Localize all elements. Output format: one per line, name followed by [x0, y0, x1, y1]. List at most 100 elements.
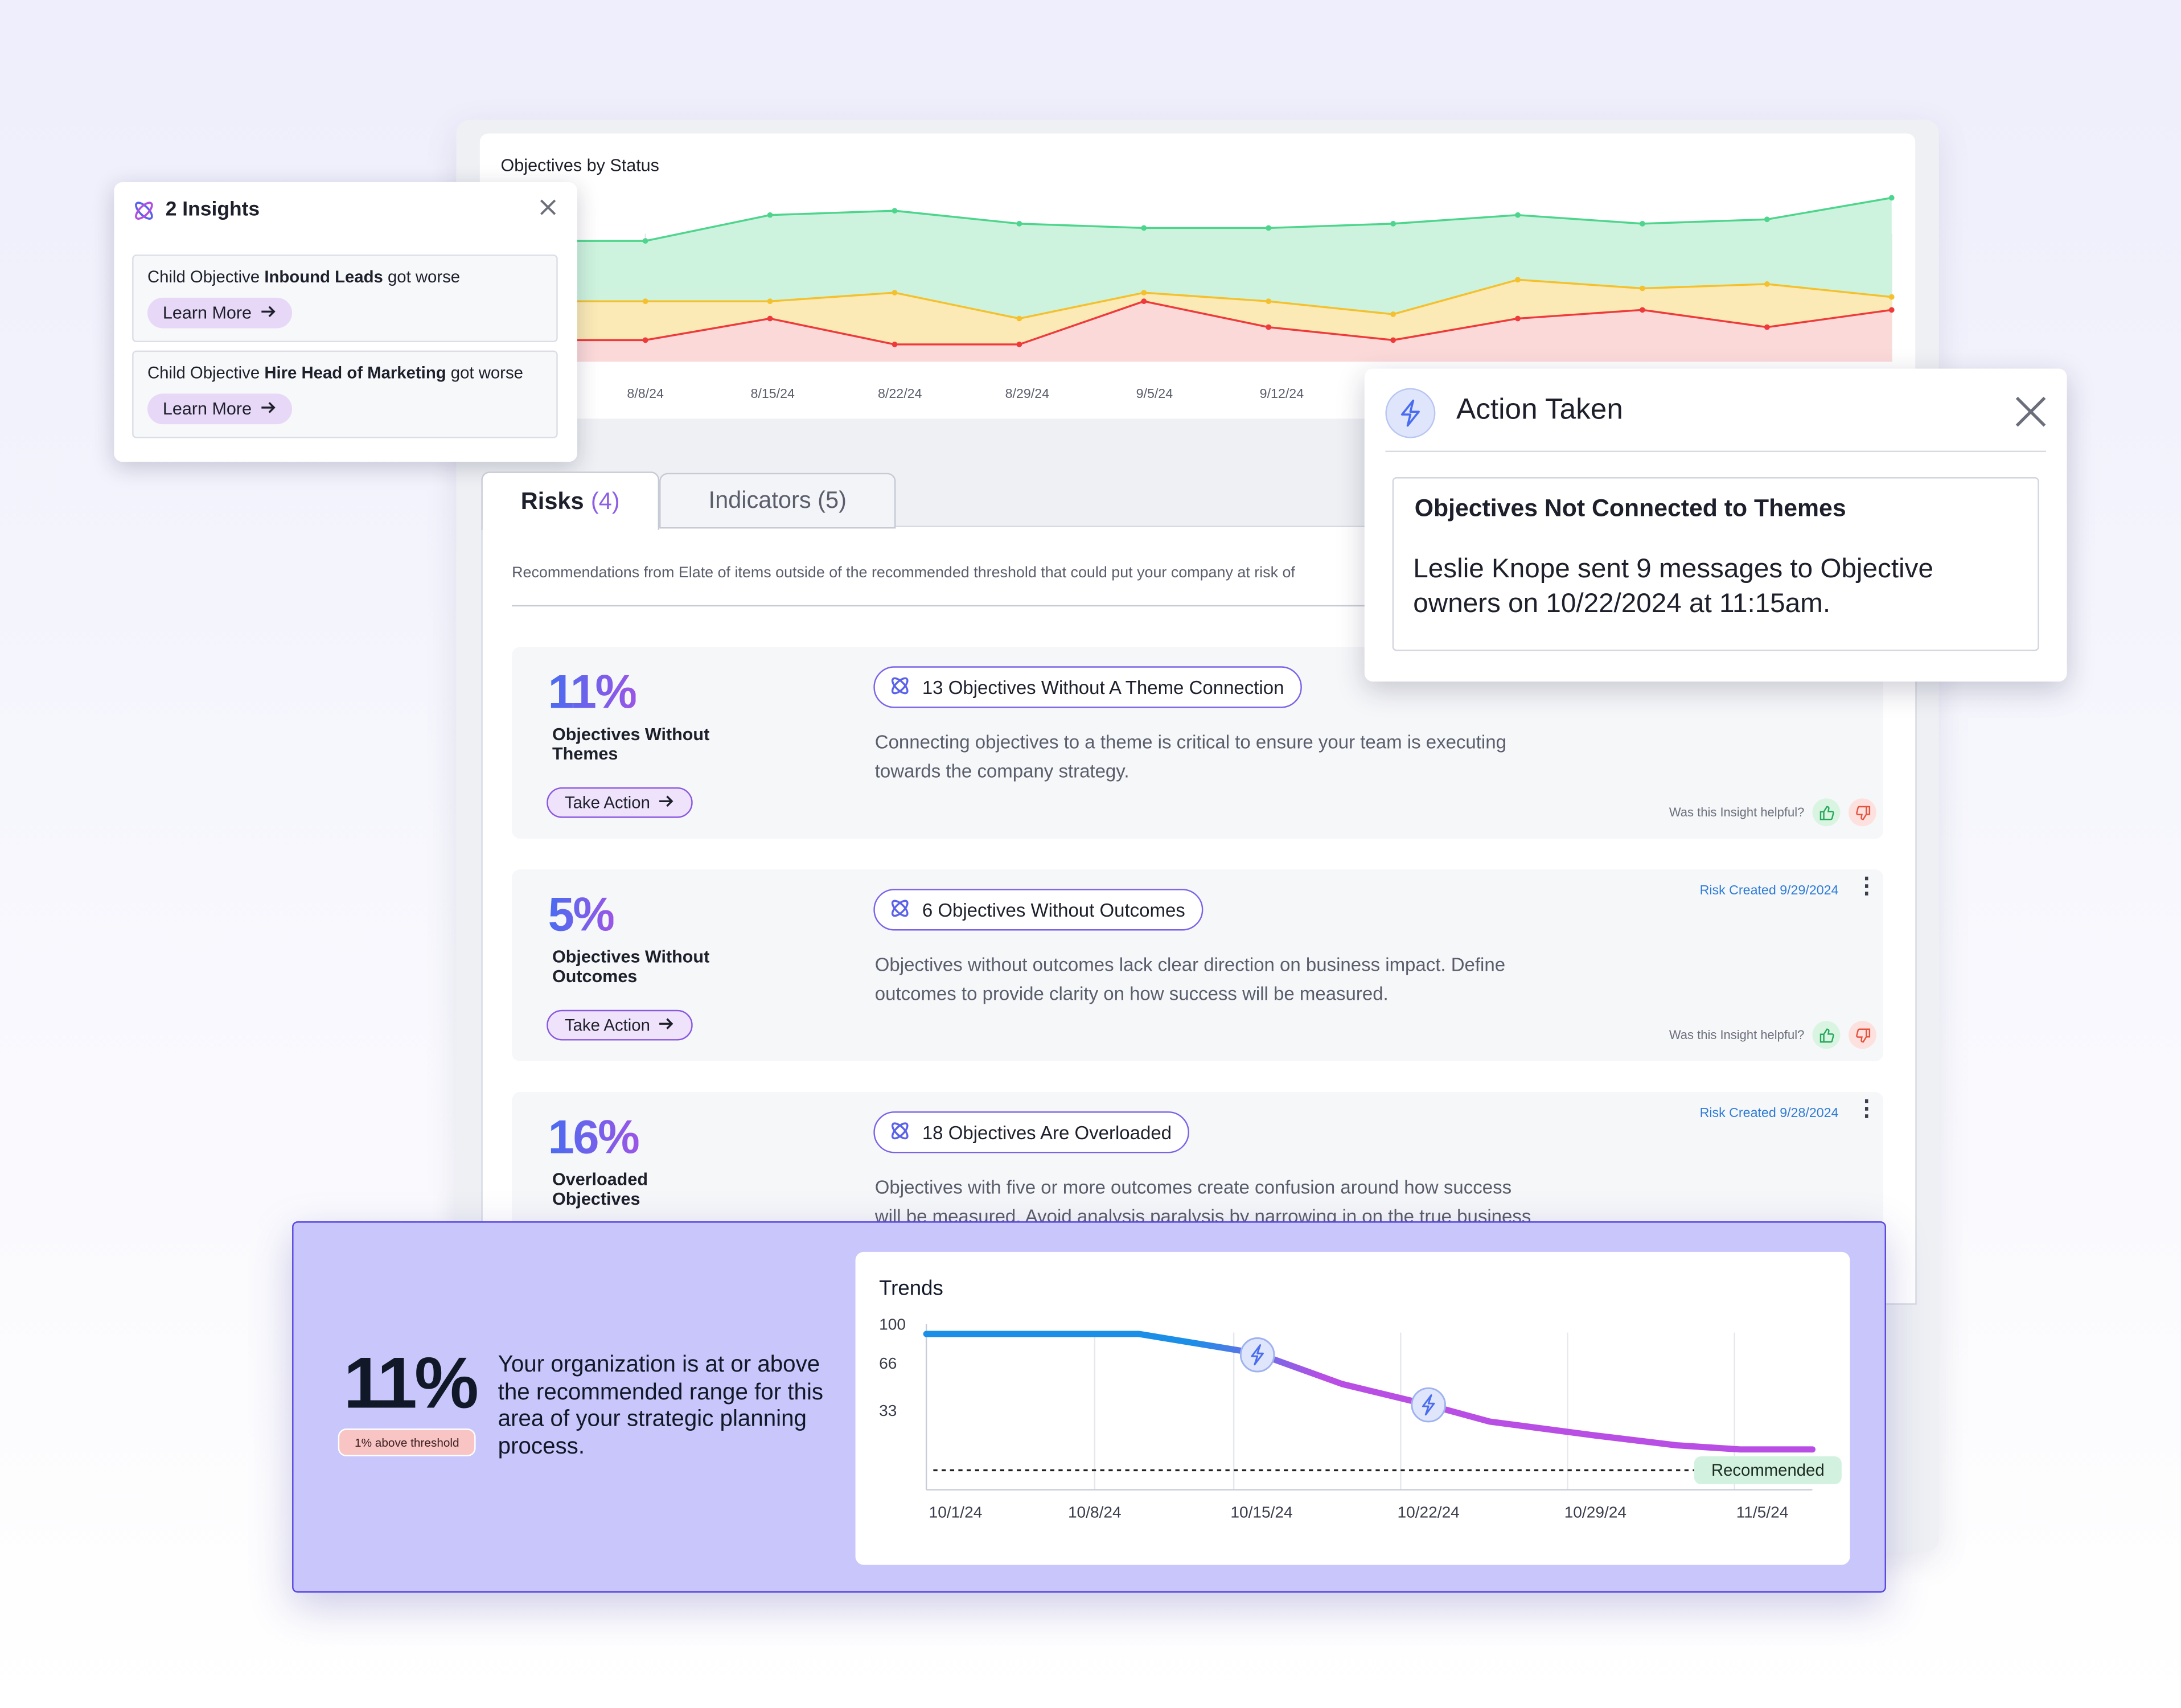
atom-icon — [132, 199, 156, 229]
risks-description: Recommendations from Elate of items outs… — [512, 564, 1295, 582]
x-tick-label: 8/8/24 — [627, 386, 664, 401]
x-tick-label: 10/29/24 — [1564, 1504, 1626, 1521]
data-point — [1515, 212, 1521, 218]
risk-description: Connecting objectives to a theme is crit… — [874, 732, 1506, 781]
tab-indicators[interactable]: Indicators (5) — [659, 473, 896, 529]
thumbs-up-icon[interactable] — [1813, 798, 1841, 827]
arrow-right-icon — [659, 1016, 675, 1035]
insight-item: Child Objective Hire Head of Marketing g… — [132, 350, 558, 438]
trends-title: Trends — [879, 1276, 943, 1301]
x-tick-label: 8/22/24 — [878, 386, 922, 401]
insight-prefix: Child Objective — [147, 363, 265, 383]
risk-label: Objectives Without Outcomes — [552, 947, 710, 987]
x-tick-label: 8/29/24 — [1005, 386, 1050, 401]
trends-card: Trends 100 66 33 10/1/24 10/8/24 10/15/24 10/2… — [855, 1251, 1850, 1565]
lightning-icon — [1385, 388, 1436, 438]
data-point — [1266, 324, 1272, 330]
risk-percent: 11% — [548, 666, 638, 720]
x-tick-label: 11/5/24 — [1736, 1504, 1789, 1521]
learn-more-button[interactable]: Learn More — [147, 393, 292, 425]
take-action-label: Take Action — [564, 793, 650, 812]
data-point — [642, 337, 648, 343]
risk-pill-label: 6 Objectives Without Outcomes — [922, 899, 1185, 921]
trend-line — [923, 1331, 1816, 1453]
risk-card: 5% Objectives Without Outcomes Take Acti… — [512, 869, 1884, 1062]
tab-risks-count: (4) — [590, 487, 620, 514]
thumbs-down-icon[interactable] — [1849, 798, 1877, 827]
data-point — [1515, 315, 1521, 322]
data-point — [892, 208, 898, 214]
take-action-button[interactable]: Take Action — [547, 1009, 693, 1041]
take-action-label: Take Action — [564, 1015, 650, 1035]
arrow-right-icon — [260, 399, 277, 418]
x-tick-label: 9/12/24 — [1260, 386, 1304, 401]
risk-pill[interactable]: 6 Objectives Without Outcomes — [873, 889, 1204, 931]
more-options-icon[interactable]: ⋮ — [1855, 874, 1878, 899]
action-message: Leslie Knope sent 9 messages to Objectiv… — [1413, 553, 1933, 619]
x-tick-label: 10/22/24 — [1398, 1504, 1460, 1521]
more-options-icon[interactable]: ⋮ — [1855, 1097, 1878, 1122]
take-action-button[interactable]: Take Action — [547, 787, 693, 818]
feedback-row: Was this Insight helpful? — [1669, 1021, 1877, 1049]
risk-label: Objectives Without Themes — [552, 724, 710, 764]
data-point — [767, 212, 773, 218]
lightning-icon — [1239, 1337, 1275, 1373]
divider — [512, 605, 1402, 607]
data-point — [1640, 220, 1645, 227]
risk-pill[interactable]: 13 Objectives Without A Theme Connection — [873, 666, 1303, 708]
data-point — [1888, 307, 1895, 313]
data-point — [1640, 285, 1645, 291]
atom-icon — [889, 1119, 911, 1145]
x-tick-label: 10/15/24 — [1230, 1504, 1292, 1521]
x-tick-label: 10/1/24 — [929, 1504, 983, 1521]
risk-created-date: Risk Created 9/28/2024 — [1699, 1106, 1839, 1122]
thumbs-down-icon[interactable] — [1849, 1021, 1877, 1049]
recommended-badge — [1694, 1456, 1842, 1484]
data-point — [1764, 216, 1770, 223]
data-point — [1016, 220, 1022, 227]
x-tick-label: 8/15/24 — [750, 386, 795, 401]
data-point — [1390, 311, 1396, 317]
risk-pill[interactable]: 18 Objectives Are Overloaded — [873, 1111, 1190, 1153]
status-chart-title: Objectives by Status — [500, 155, 659, 175]
tab-risks[interactable]: Risks (4) — [481, 471, 660, 530]
risk-percent: 16% — [548, 1111, 640, 1165]
learn-more-button[interactable]: Learn More — [147, 297, 292, 329]
insight-suffix: got worse — [383, 267, 461, 287]
objectives-status-card: Objectives by Status 8/8/24 8/15/24 8/22/2… — [479, 133, 1916, 419]
insight-objective: Hire Head of Marketing — [264, 363, 446, 383]
feedback-row: Was this Insight helpful? — [1669, 798, 1877, 827]
helpful-prompt: Was this Insight helpful? — [1669, 805, 1805, 820]
data-point — [1266, 225, 1272, 231]
action-title: Action Taken — [1456, 393, 1623, 426]
data-point — [1640, 307, 1645, 313]
action-heading: Objectives Not Connected to Themes — [1414, 494, 1846, 522]
data-point — [1016, 342, 1022, 347]
divider — [1385, 450, 2046, 453]
close-icon[interactable] — [537, 196, 559, 225]
data-point — [892, 290, 898, 295]
series-line — [500, 300, 1892, 346]
close-icon[interactable] — [2012, 393, 2049, 437]
series-area — [500, 301, 1892, 362]
threshold-badge: 1% above threshold — [338, 1428, 476, 1457]
series-line — [500, 278, 1892, 320]
thumbs-up-icon[interactable] — [1813, 1021, 1841, 1049]
banner-text: Your organization is at or above the rec… — [498, 1352, 824, 1459]
data-point — [642, 298, 648, 305]
data-point — [1390, 337, 1396, 343]
data-point — [1888, 195, 1895, 201]
risk-created-date: Risk Created 9/29/2024 — [1699, 883, 1839, 899]
data-point — [767, 315, 773, 322]
learn-more-label: Learn More — [162, 399, 252, 419]
atom-icon — [889, 897, 911, 923]
insights-title: 2 Insights — [165, 199, 260, 221]
data-point — [1141, 298, 1147, 305]
insight-objective: Inbound Leads — [264, 267, 383, 287]
action-detail-box: Objectives Not Connected to Themes Lesli… — [1392, 477, 2039, 651]
x-tick-label: 10/8/24 — [1068, 1504, 1122, 1521]
data-point — [1016, 315, 1022, 322]
data-point — [767, 298, 773, 305]
data-point — [1141, 290, 1147, 295]
data-point — [1764, 281, 1770, 287]
